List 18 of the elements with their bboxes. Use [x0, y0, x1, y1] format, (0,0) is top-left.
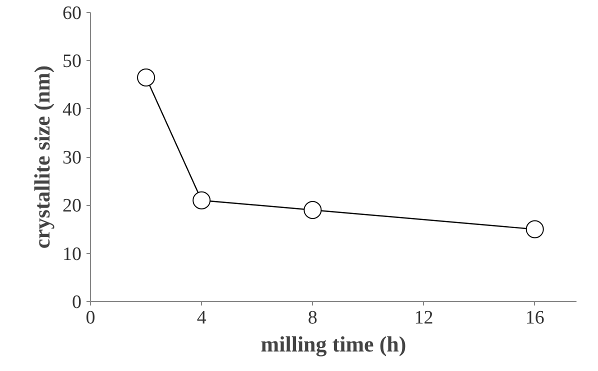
point	[192, 191, 211, 210]
y-tick-label: 50	[62, 51, 82, 72]
y-tick-label: 60	[62, 3, 82, 24]
y-tick-label: 30	[62, 148, 82, 168]
point	[526, 220, 544, 238]
x-tick-label: 4	[196, 308, 207, 328]
x-tick-label: 8	[308, 308, 318, 328]
y-tick-label: 40	[62, 99, 82, 120]
y-axis-title: crystallite size (nm)	[30, 65, 54, 249]
point	[304, 201, 322, 219]
x-tick-label: 16	[525, 308, 544, 328]
x-axis-title: milling time (h)	[260, 332, 406, 356]
point	[137, 68, 156, 87]
x-tick-label: 0	[86, 308, 96, 328]
x-tick-label: 12	[414, 308, 434, 328]
y-tick-label: 10	[62, 244, 82, 265]
y-tick-label: 20	[62, 196, 82, 217]
y-tick-label: 0	[72, 292, 82, 313]
